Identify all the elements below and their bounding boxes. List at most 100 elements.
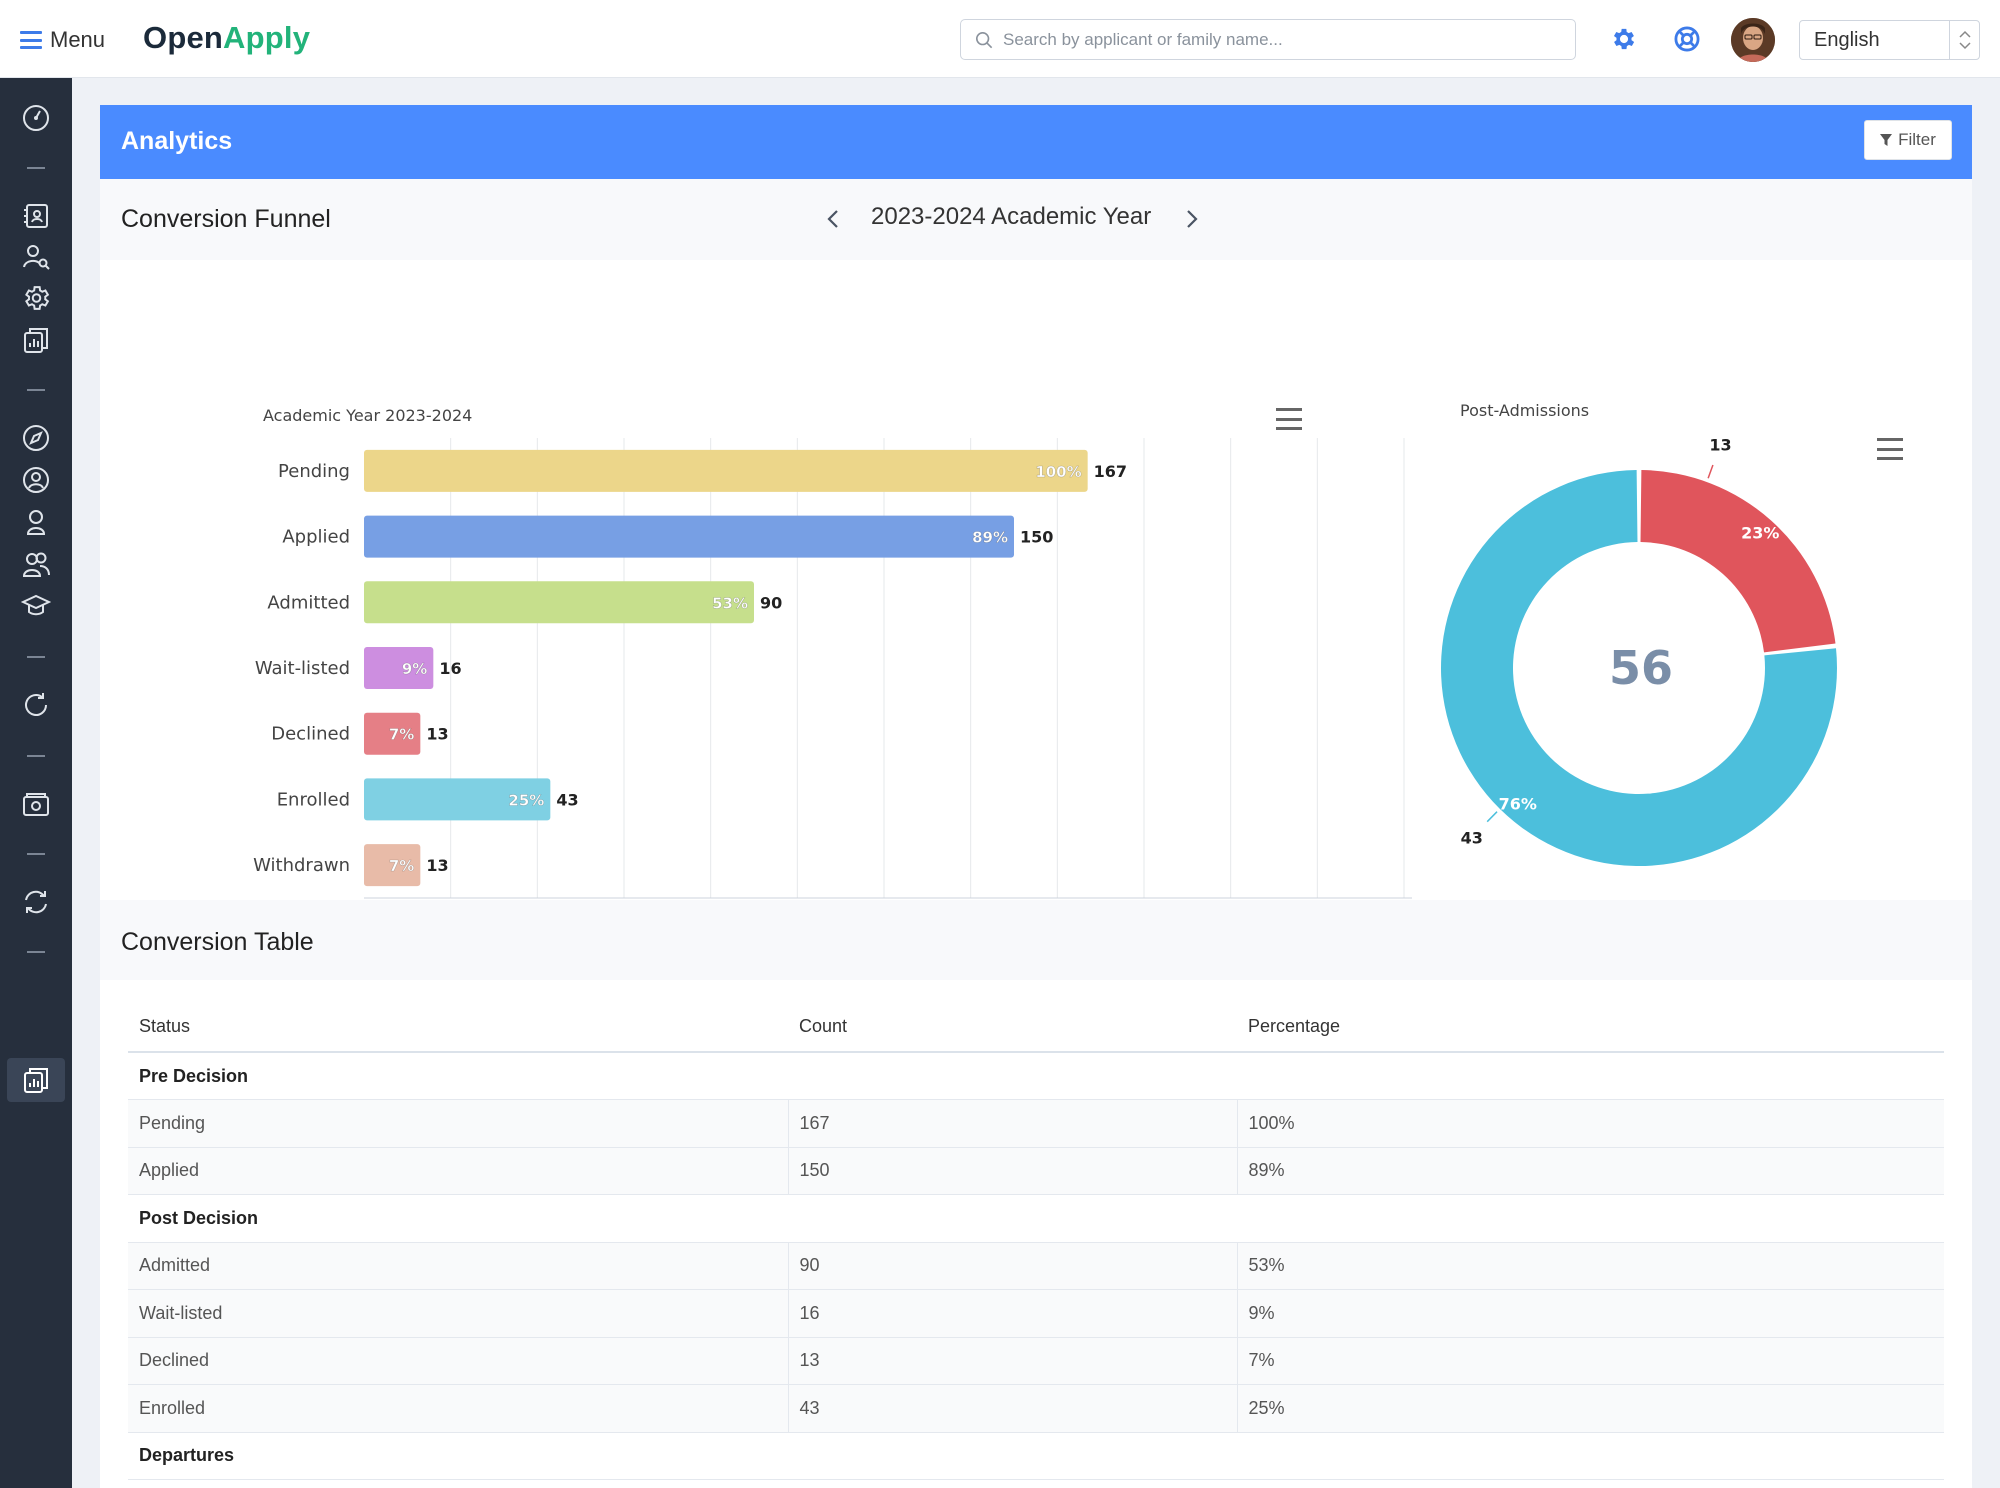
value-label: 13 — [426, 725, 448, 744]
menu-label: Menu — [50, 27, 106, 52]
donut-slice-enrolled — [1441, 470, 1837, 866]
sidebar-item-students[interactable] — [18, 588, 54, 624]
bar-applied — [364, 515, 1014, 558]
donut-chart-svg: Post-Admissions23%1376%4356DeclinedEnrol… — [1441, 401, 1837, 941]
chevron-left-icon[interactable] — [820, 205, 848, 233]
panel-title: Analytics — [121, 127, 233, 155]
camera-card-icon — [23, 793, 49, 816]
sidebar-item-reports[interactable] — [18, 322, 54, 358]
sidebar-item-dashboard[interactable] — [18, 100, 54, 136]
value-label: 150 — [1020, 528, 1053, 547]
menu-button[interactable]: Menu — [20, 24, 105, 56]
sidebar-item-person[interactable] — [18, 504, 54, 540]
filter-button[interactable]: Filter — [1864, 120, 1952, 160]
count-cell: 90 — [787, 1242, 1237, 1290]
count-cell: 13 — [787, 1337, 1237, 1385]
status-cell: Declined — [128, 1337, 788, 1385]
refresh-icon — [25, 693, 47, 716]
value-label: 167 — [1094, 462, 1127, 481]
percent-label: 9% — [402, 660, 427, 678]
logo[interactable]: OpenApply — [143, 20, 311, 55]
column-header-status: Status — [128, 1002, 788, 1053]
category-label: Declined — [271, 724, 350, 745]
status-cell: Admitted — [128, 1242, 788, 1290]
post-admissions-donut-chart: Post-Admissions23%1376%4356DeclinedEnrol… — [1430, 290, 1972, 950]
percentage-cell: 9% — [1236, 1289, 1944, 1338]
search-input[interactable] — [1003, 29, 1575, 50]
group-label: Departures — [128, 1432, 1944, 1480]
percent-label: 89% — [972, 529, 1008, 547]
contacts-icon — [24, 204, 48, 228]
table-row: Declined 13 7% — [128, 1337, 1944, 1385]
sidebar-divider — [27, 656, 45, 658]
category-label: Withdrawn — [253, 855, 350, 876]
settings-icon — [25, 286, 50, 310]
bar-withdrawn — [364, 844, 421, 887]
sidebar-item-families[interactable] — [18, 546, 54, 582]
table-row: Enrolled 43 25% — [128, 1384, 1944, 1433]
sidebar-item-settings[interactable] — [18, 280, 54, 316]
gear-icon[interactable] — [1610, 25, 1638, 53]
help-icon[interactable] — [1673, 25, 1701, 53]
sync-icon — [25, 890, 47, 914]
slice-percent-label: 76% — [1499, 795, 1537, 814]
avatar[interactable] — [1731, 18, 1775, 62]
status-cell: Enrolled — [128, 1384, 788, 1433]
column-header-percentage: Percentage — [1237, 1002, 1944, 1053]
sidebar-item-refresh[interactable] — [18, 687, 54, 723]
percentage-cell: 53% — [1236, 1242, 1944, 1290]
bar-enrolled — [364, 778, 551, 821]
slice-connector — [1707, 464, 1714, 479]
table-title: Conversion Table — [121, 928, 314, 956]
table-group-row: Departures — [128, 1432, 1944, 1480]
percent-label: 7% — [389, 726, 414, 744]
sidebar-divider — [27, 951, 45, 953]
bar-chart-menu-icon[interactable] — [1276, 408, 1302, 430]
group-label: Post Decision — [128, 1194, 1944, 1243]
percentage-cell: 89% — [1236, 1147, 1944, 1195]
percentage-cell: 100% — [1236, 1099, 1944, 1148]
language-select[interactable]: English — [1799, 20, 1980, 60]
search-icon — [975, 31, 993, 49]
value-label: 13 — [426, 856, 448, 875]
sidebar-item-compass[interactable] — [18, 420, 54, 456]
value-label: 16 — [439, 659, 461, 678]
donut-center-value: 56 — [1609, 641, 1673, 695]
sidebar-divider — [27, 167, 45, 169]
sidebar-item-sync[interactable] — [18, 884, 54, 920]
chevron-right-icon[interactable] — [1177, 205, 1205, 233]
sidebar-item-account[interactable] — [18, 462, 54, 498]
group-label: Pre Decision — [128, 1052, 1944, 1100]
funnel-bar-chart: Academic Year 2023-202420406080100120140… — [138, 290, 1428, 950]
percent-label: 100% — [1035, 463, 1081, 481]
academic-year-label: 2023-2024 Academic Year — [871, 203, 1152, 230]
table-header-row: Status Count Percentage — [128, 1002, 1944, 1053]
filter-label: Filter — [1898, 130, 1936, 149]
donut-slice-declined — [1640, 470, 1836, 653]
bar-wait-listed — [364, 647, 434, 689]
year-navigator: 2023-2024 Academic Year — [820, 199, 1220, 239]
language-value: English — [1814, 28, 1880, 51]
percentage-cell: 25% — [1236, 1384, 1944, 1433]
sidebar-item-analytics[interactable] — [18, 1062, 54, 1098]
sidebar-item-user-search[interactable] — [18, 239, 54, 275]
conversion-table: Status Count Percentage Pre Decision Pend… — [128, 1002, 1944, 1480]
graduation-cap-icon — [21, 594, 51, 616]
search-box[interactable] — [960, 19, 1576, 60]
top-bar: Menu OpenApply English — [0, 0, 2000, 78]
sidebar-divider — [27, 853, 45, 855]
sidebar-item-photos[interactable] — [18, 786, 54, 822]
status-cell: Applied — [128, 1147, 788, 1195]
percent-label: 7% — [389, 857, 414, 875]
dashboard-icon — [23, 105, 49, 131]
donut-chart-menu-icon[interactable] — [1877, 438, 1903, 460]
status-cell: Pending — [128, 1099, 788, 1148]
slice-connector — [1486, 811, 1498, 823]
count-cell: 43 — [787, 1384, 1237, 1433]
table-group-row: Pre Decision — [128, 1052, 1944, 1100]
slice-value-label: 13 — [1709, 435, 1731, 454]
analytics-panel: Analytics Filter Conversion Funnel 2023-… — [100, 105, 1972, 1488]
sidebar-item-contacts[interactable] — [18, 198, 54, 234]
funnel-title: Conversion Funnel — [121, 205, 331, 233]
category-label: Enrolled — [277, 789, 350, 810]
